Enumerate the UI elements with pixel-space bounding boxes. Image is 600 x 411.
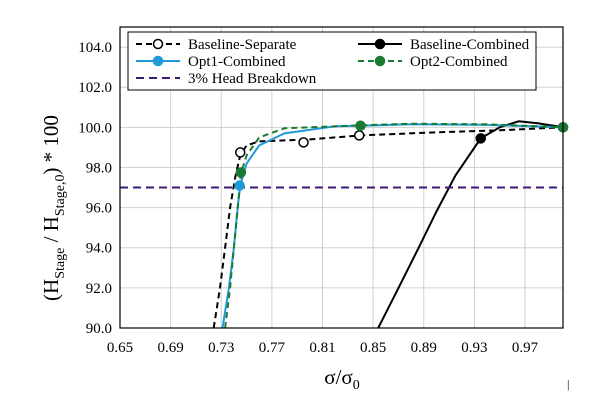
plot-area-border [119, 26, 564, 329]
y-tick-label: 104.0 [78, 40, 112, 56]
y-tick-label: 94.0 [86, 241, 112, 257]
series-line-opt2-combined [224, 122, 564, 329]
legend-label-3-head-breakdown: 3% Head Breakdown [188, 71, 317, 87]
x-axis-label: σ/σ0 [324, 365, 359, 393]
data-point-opt2-combined [355, 120, 366, 131]
y-tick-label: 90.0 [86, 321, 112, 337]
y-tick-label: 92.0 [86, 281, 112, 297]
legend-marker-baseline-separate [152, 38, 164, 50]
tick-labels: 0.65 0.69 0.73 0.77 0.81 0.85 0.89 0.93 0.97 90.0… [78, 40, 538, 356]
legend-marker-baseline-combined [374, 38, 386, 50]
x-tick-label: 0.73 [208, 340, 234, 356]
x-tick-label: 0.65 [107, 340, 133, 356]
legend-label-baseline-separate: Baseline-Separate [188, 37, 297, 53]
legend-marker-opt1-combined [152, 55, 164, 67]
data-point-opt2-combined [235, 167, 247, 178]
series-line-baseline-separate [212, 126, 564, 329]
x-tick-label: 0.93 [461, 340, 487, 356]
x-tick-label: 0.89 [411, 340, 437, 356]
legend-label-baseline-combined: Baseline-Combined [410, 37, 530, 53]
legend-label-opt1-combined: Opt1-Combined [188, 54, 286, 70]
y-tick-label: 100.0 [78, 120, 112, 136]
corner-mark: | [567, 377, 569, 391]
data-point-baseline-separate [298, 137, 309, 148]
y-tick-label: 102.0 [78, 80, 112, 96]
x-tick-label: 0.69 [158, 340, 184, 356]
data-point-baseline-separate [234, 147, 246, 158]
series-layer [120, 120, 564, 329]
x-tick-label: 0.97 [512, 340, 539, 356]
series-line-baseline-combined [377, 120, 564, 329]
data-point-baseline-separate [353, 130, 365, 141]
legend-label-opt2-combined: Opt2-Combined [410, 54, 508, 70]
x-tick-label: 0.85 [360, 340, 386, 356]
data-point-baseline-combined [475, 133, 486, 144]
x-tick-label: 0.81 [309, 340, 335, 356]
y-axis-label: (HStage / HStage,0) * 100 [39, 115, 68, 301]
x-tick-label: 0.77 [259, 340, 286, 356]
legend-box [127, 31, 537, 91]
marker-layer [234, 120, 569, 191]
y-tick-label: 98.0 [86, 160, 112, 176]
data-point-opt1-combined [234, 180, 245, 191]
legend-marker-opt2-combined [374, 55, 386, 67]
y-tick-label: 96.0 [86, 201, 112, 217]
legend: Baseline-Separate Baseline-Combined Opt1-C… [127, 31, 537, 91]
